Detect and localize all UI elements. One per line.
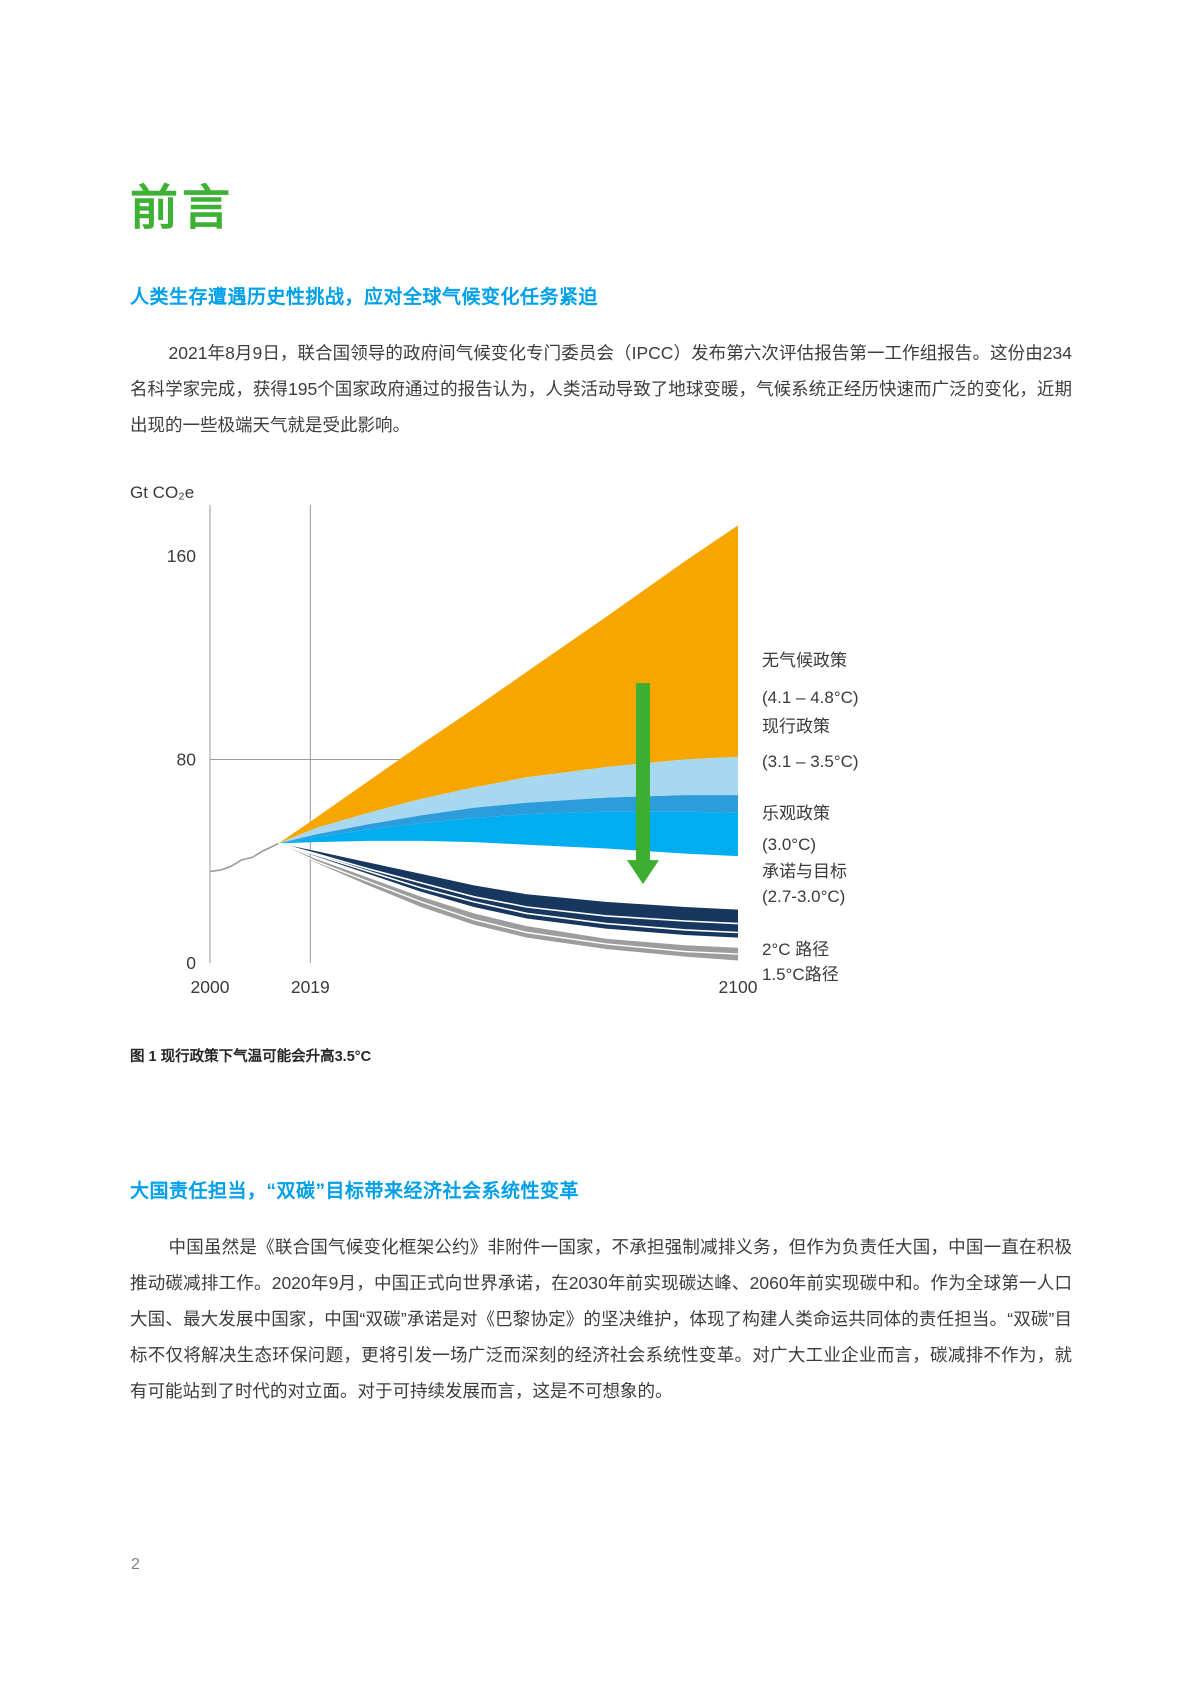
chart-y-axis-label: Gt CO₂e	[130, 483, 195, 502]
section2-paragraph: 中国虽然是《联合国气候变化框架公约》非附件一国家，不承担强制减排义务，但作为负责…	[130, 1237, 1072, 1401]
section2: 大国责任担当，“双碳”目标带来经济社会系统性变革 中国虽然是《联合国气候变化框架…	[130, 1176, 1072, 1409]
y-tick-label: 160	[167, 546, 196, 566]
legend-temp-pledges-targets: (2.7-3.0°C)	[762, 887, 846, 906]
legend-label-current-policy: 现行政策	[762, 717, 830, 736]
legend-label-pledges-targets: 承诺与目标	[762, 862, 847, 881]
x-tick-label: 2000	[191, 977, 230, 997]
legend-temp-current-policy: (3.1 – 3.5°C)	[762, 752, 859, 771]
pathway-line	[278, 842, 739, 934]
scenario-band	[278, 795, 738, 844]
section1-paragraph: 2021年8月9日，联合国领导的政府间气候变化专门委员会（IPCC）发布第六次评…	[130, 343, 1072, 435]
legend-temp-no-policy: (4.1 – 4.8°C)	[762, 688, 859, 707]
legend-label-2c-pathway: 2°C 路径	[762, 940, 830, 959]
emissions-scenarios-chart: Gt CO₂e 0 80 160 2000 2019 2100 无气候政策 (4.1 – …	[130, 483, 1072, 1015]
scenario-band	[278, 525, 738, 844]
legend-label-1-5c-pathway: 1.5°C路径	[762, 965, 839, 984]
x-tick-label: 2100	[719, 977, 758, 997]
legend-label-no-policy: 无气候政策	[762, 651, 847, 670]
pathway-line	[278, 842, 739, 925]
chart-plot: 0 80 160 2000 2019 2100	[167, 505, 758, 997]
trend-down-arrow-icon	[626, 683, 659, 885]
legend-temp-optimistic-policy: (3.0°C)	[762, 835, 817, 854]
y-tick-label: 80	[177, 749, 197, 769]
scenario-band	[278, 843, 738, 938]
legend-label-optimistic-policy: 乐观政策	[762, 804, 830, 823]
history-line	[209, 842, 279, 873]
y-tick-label: 0	[186, 953, 196, 973]
scenario-band	[278, 756, 738, 844]
document-page: 前言 人类生存遭遇历史性挑战，应对全球气候变化任务紧迫 2021年8月9日，联合…	[130, 182, 1072, 1409]
page-title: 前言	[130, 182, 235, 235]
pathway-line	[278, 842, 739, 955]
section1-heading: 人类生存遭遇历史性挑战，应对全球气候变化任务紧迫	[130, 287, 599, 308]
chart-caption: 图 1 现行政策下气温可能会升高3.5°C	[130, 1049, 372, 1065]
scenario-band	[278, 811, 738, 857]
scenario-band	[278, 843, 738, 961]
x-tick-label: 2019	[291, 977, 330, 997]
section2-heading: 大国责任担当，“双碳”目标带来经济社会系统性变革	[130, 1181, 580, 1202]
page-number: 2	[131, 1556, 140, 1573]
